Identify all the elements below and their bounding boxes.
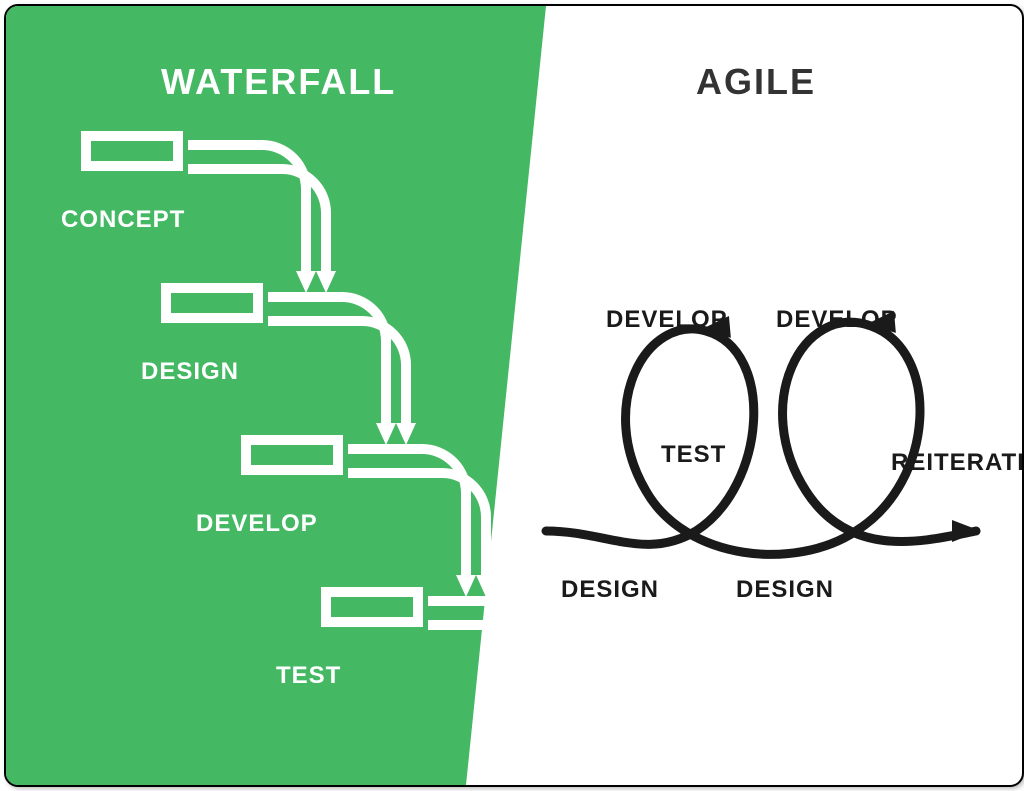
agile-label-develop-1: DEVELOP: [606, 306, 728, 334]
step-label-develop: DEVELOP: [196, 510, 318, 538]
waterfall-title: WATERFALL: [161, 61, 396, 103]
agile-title: AGILE: [696, 61, 816, 103]
agile-label-develop-2: DEVELOP: [776, 306, 898, 334]
diagram-svg: [6, 6, 1022, 785]
agile-label-reiterate: REITERATE: [891, 449, 1024, 477]
step-label-concept: CONCEPT: [61, 206, 185, 234]
agile-label-design-1: DESIGN: [561, 576, 659, 604]
step-label-test: TEST: [276, 662, 341, 690]
diagram-frame: WATERFALL AGILE CONCEPT DESIGN DEVELOP T…: [4, 4, 1024, 787]
agile-label-test: TEST: [661, 441, 726, 469]
step-label-design: DESIGN: [141, 358, 239, 386]
agile-label-design-2: DESIGN: [736, 576, 834, 604]
